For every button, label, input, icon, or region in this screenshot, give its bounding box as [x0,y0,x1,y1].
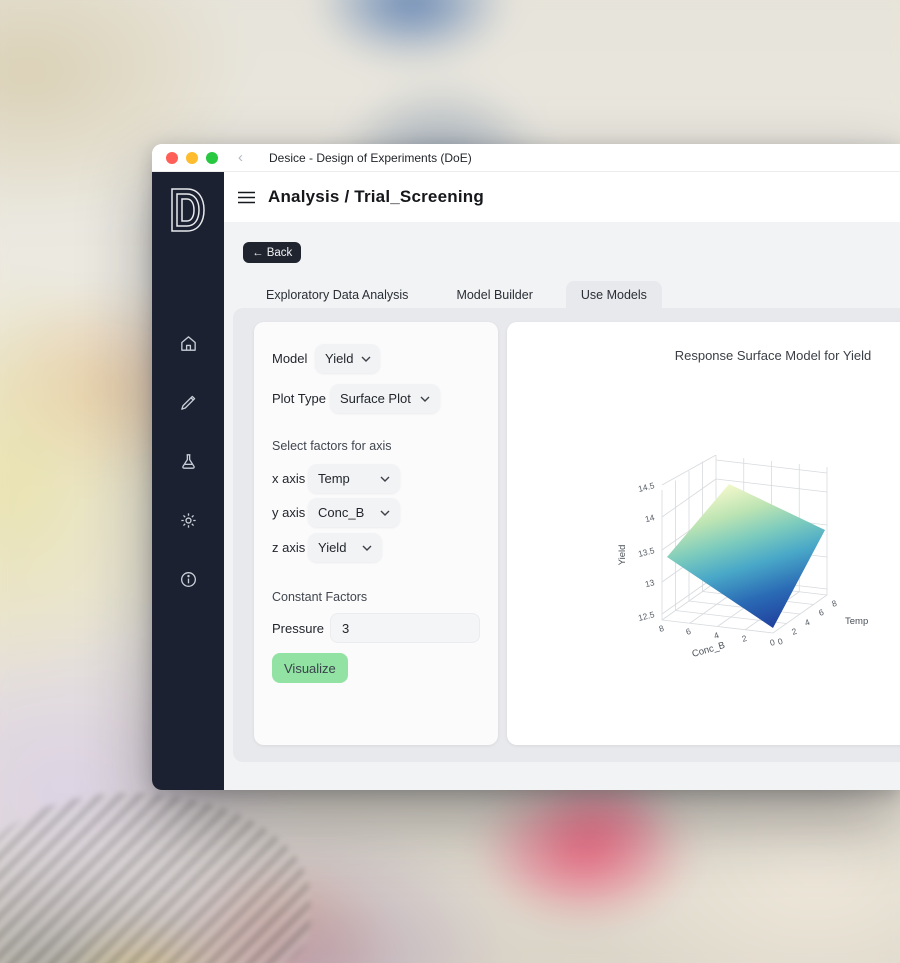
z-axis-select-value: Yield [318,540,347,555]
gear-icon [180,512,196,528]
model-select-value: Yield [325,351,354,366]
constant-factors-label: Constant Factors [272,590,368,604]
chevron-down-icon [420,396,430,402]
model-label: Model [272,351,308,366]
sidebar-item-info[interactable] [175,566,201,592]
x-axis-select-value: Temp [318,471,350,486]
y-axis-label: y axis [272,505,306,520]
titlebar: ‹ Desice - Design of Experiments (DoE) [152,144,900,172]
z-axis-label: z axis [272,540,306,555]
tab-use-models[interactable]: Use Models [565,281,662,308]
app-window: ‹ Desice - Design of Experiments (DoE) [152,144,900,790]
app-logo [168,186,208,234]
sidebar [152,172,224,790]
chevron-down-icon [361,356,371,362]
flask-icon [181,453,195,469]
svg-text:6: 6 [685,626,693,637]
panel-area: Model Yield Plot Type Surface Plot Selec… [233,308,900,762]
z-axis-title: Yield [617,545,628,566]
svg-text:4: 4 [713,630,721,641]
back-button[interactable]: ← Back [243,242,302,263]
axis-section-label: Select factors for axis [272,439,392,453]
x-axis-select[interactable]: Temp [308,464,400,493]
app-header: Analysis / Trial_Screening [224,172,900,222]
sidebar-item-settings[interactable] [175,507,201,533]
surface-plot-card: Response Surface Model for Yield [507,322,900,745]
window-title: Desice - Design of Experiments (DoE) [269,150,472,165]
svg-text:8: 8 [830,598,838,609]
svg-text:0: 0 [769,637,777,648]
x-axis-title: Temp [845,616,868,627]
tab-bar: Exploratory Data Analysis Model Builder … [242,281,671,308]
svg-text:13.5: 13.5 [637,545,656,559]
minimize-button[interactable] [186,151,198,164]
tab-model-builder[interactable]: Model Builder [456,288,533,302]
chart-title: Response Surface Model for Yield [674,348,872,363]
sidebar-item-experiments[interactable] [175,448,201,474]
chevron-down-icon [380,510,390,516]
d-logo-icon [171,188,205,232]
tab-exploratory-data-analysis[interactable]: Exploratory Data Analysis [266,288,409,302]
model-select[interactable]: Yield [315,344,380,373]
svg-text:4: 4 [803,617,811,628]
info-icon [180,571,196,587]
svg-text:14: 14 [644,512,656,524]
pressure-label: Pressure [272,621,325,636]
svg-text:2: 2 [790,626,798,637]
zoom-button[interactable] [206,151,218,164]
surface-mesh [667,484,825,628]
main-area: Analysis / Trial_Screening ← Back Explor… [224,172,900,790]
svg-text:8: 8 [658,623,666,634]
surface-plot-canvas[interactable]: 12.5 13 13.5 14 14.5 Yield 8 6 4 2 0 Con… [605,455,895,670]
plot-type-select[interactable]: Surface Plot [330,384,440,413]
svg-text:0: 0 [776,636,784,647]
y-axis-select-value: Conc_B [318,505,365,520]
home-icon [180,335,196,351]
sidebar-item-home[interactable] [175,330,201,356]
y-axis-select[interactable]: Conc_B [308,498,400,527]
content-area: ← Back Exploratory Data Analysis Model B… [224,222,900,790]
close-button[interactable] [166,151,178,164]
pressure-input[interactable] [330,613,480,643]
pencil-icon [180,395,195,410]
chevron-down-icon [380,476,390,482]
plot-type-label: Plot Type [272,391,326,406]
svg-text:2: 2 [741,633,749,644]
x-axis-label: x axis [272,471,306,486]
chevron-down-icon [362,545,372,551]
chevron-left-icon[interactable]: ‹ [238,149,243,166]
sidebar-item-edit[interactable] [175,389,201,415]
y-axis-title: Conc_B [691,640,727,660]
plot-type-select-value: Surface Plot [340,391,411,406]
model-settings-card: Model Yield Plot Type Surface Plot Selec… [254,322,498,745]
z-axis-select[interactable]: Yield [308,533,382,562]
sidebar-nav [152,330,224,592]
svg-text:14.5: 14.5 [637,480,656,494]
menu-icon[interactable] [238,191,255,204]
svg-text:6: 6 [817,607,825,618]
svg-text:12.5: 12.5 [637,609,656,623]
visualize-button[interactable]: Visualize [272,653,348,683]
svg-text:13: 13 [644,577,656,589]
page-title: Analysis / Trial_Screening [268,187,484,206]
